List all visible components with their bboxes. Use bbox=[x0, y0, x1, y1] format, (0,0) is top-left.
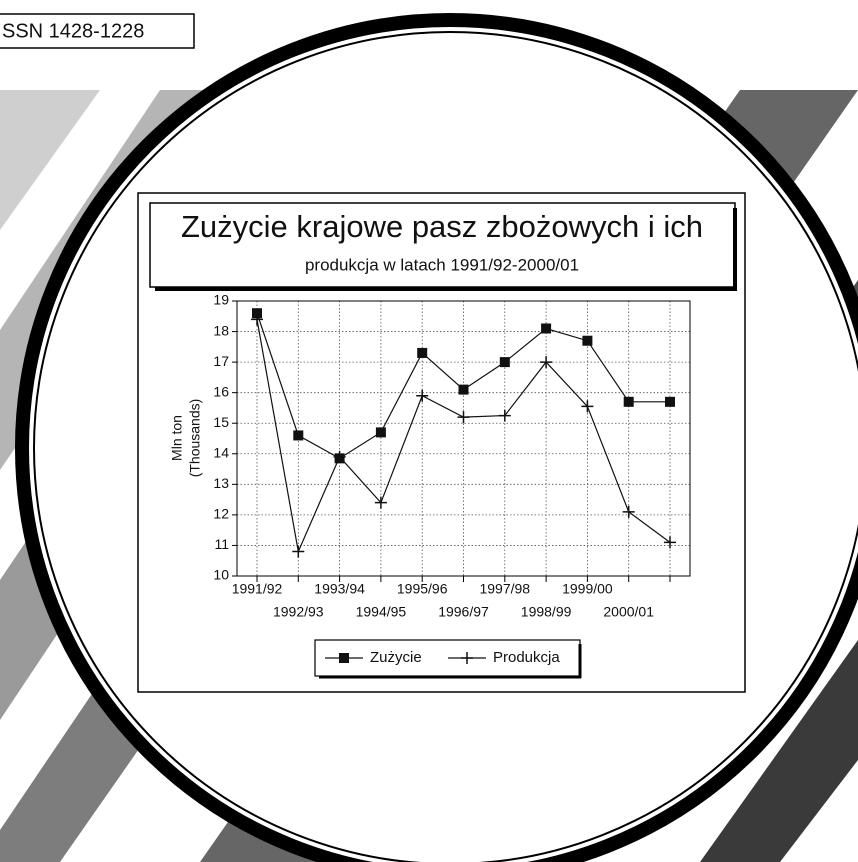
x-tick-label: 1998/99 bbox=[521, 604, 572, 620]
x-tick-label: 1999/00 bbox=[562, 581, 613, 597]
x-tick-label: 1997/98 bbox=[479, 581, 530, 597]
y-axis-label: Mln ton bbox=[169, 415, 185, 461]
y-tick-label: 10 bbox=[213, 567, 229, 583]
chart-subtitle: produkcja w latach 1991/92-2000/01 bbox=[305, 255, 579, 274]
x-tick-label: 1994/95 bbox=[356, 604, 407, 620]
legend-marker bbox=[339, 653, 349, 663]
title-box bbox=[149, 202, 736, 288]
point bbox=[251, 313, 263, 326]
chart-title: Zużycie krajowe pasz zbożowych i ich bbox=[181, 209, 703, 244]
point bbox=[498, 409, 511, 422]
point bbox=[623, 396, 634, 407]
legend-label: Produkcja bbox=[493, 649, 560, 666]
x-tick-label: 1993/94 bbox=[314, 581, 365, 597]
point bbox=[541, 323, 552, 334]
legend-marker bbox=[461, 652, 473, 664]
point bbox=[374, 496, 387, 509]
y-tick-label: 15 bbox=[213, 414, 229, 430]
point bbox=[540, 356, 553, 369]
point bbox=[622, 505, 635, 518]
point bbox=[457, 411, 470, 424]
circle-inner bbox=[33, 31, 858, 862]
y-tick-label: 13 bbox=[213, 475, 229, 491]
legend-label: Zużycie bbox=[370, 649, 422, 666]
x-tick-label: 1992/93 bbox=[273, 604, 324, 620]
x-tick-label: 2000/01 bbox=[603, 604, 654, 620]
issn-box bbox=[0, 13, 195, 49]
y-axis-label: (Thousands) bbox=[187, 399, 203, 478]
point bbox=[417, 347, 428, 358]
y-tick-label: 14 bbox=[213, 444, 229, 460]
y-tick-label: 18 bbox=[213, 322, 229, 338]
point bbox=[292, 545, 305, 558]
y-tick-label: 17 bbox=[213, 353, 229, 369]
x-tick-label: 1996/97 bbox=[438, 604, 489, 620]
point bbox=[581, 400, 594, 413]
y-tick-label: 19 bbox=[213, 292, 229, 308]
point bbox=[333, 450, 346, 463]
point bbox=[499, 357, 510, 368]
point bbox=[252, 308, 262, 319]
plot-border bbox=[236, 300, 691, 577]
point bbox=[665, 396, 675, 407]
point bbox=[293, 430, 304, 441]
point bbox=[458, 384, 469, 395]
point bbox=[664, 536, 676, 549]
x-tick-label: 1995/96 bbox=[397, 581, 448, 597]
point bbox=[375, 427, 386, 438]
point bbox=[582, 335, 593, 346]
point bbox=[416, 389, 429, 402]
y-tick-label: 11 bbox=[214, 536, 229, 552]
y-tick-label: 12 bbox=[213, 506, 229, 522]
x-tick-label: 1991/92 bbox=[232, 581, 283, 597]
y-tick-label: 16 bbox=[213, 383, 229, 399]
issn: SSN 1428-1228 bbox=[2, 20, 144, 42]
